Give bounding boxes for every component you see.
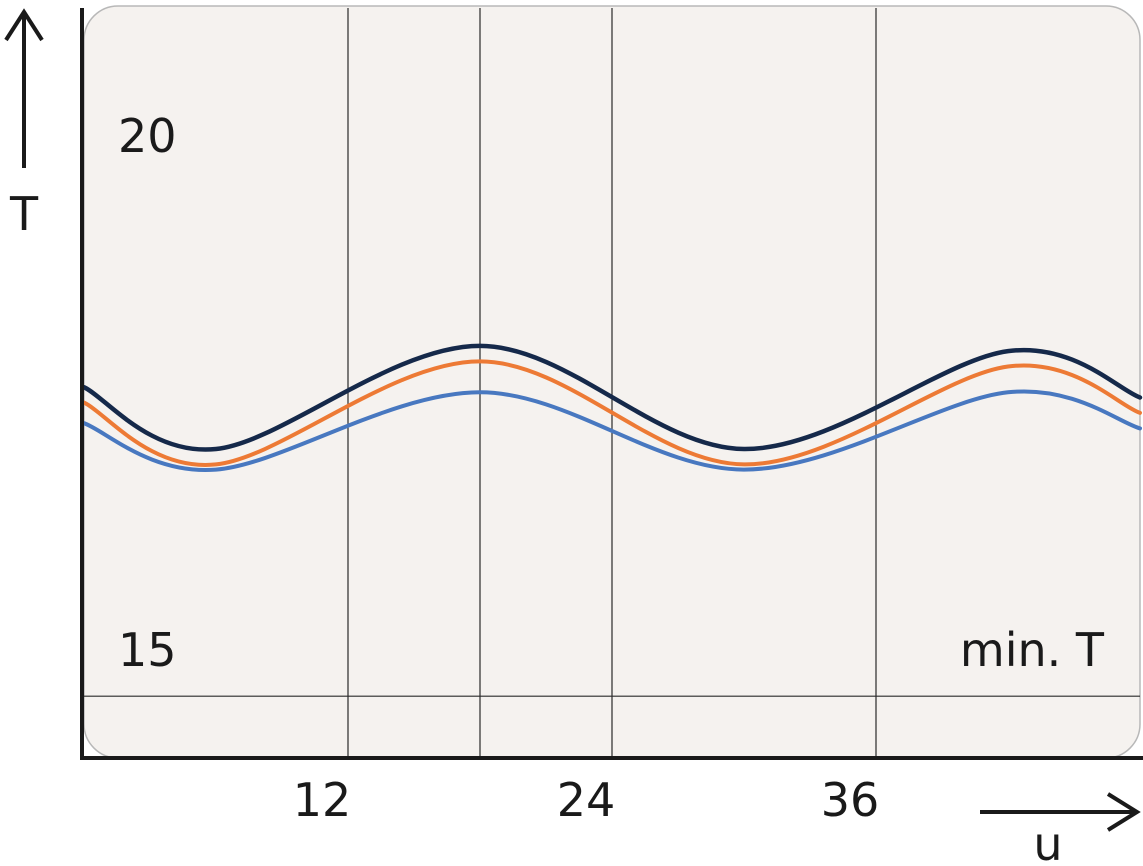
x-tick-label-12: 12 xyxy=(293,773,352,827)
y-arrow-icon xyxy=(4,8,44,168)
grid-lines xyxy=(84,8,1140,758)
x-tick-label-36: 36 xyxy=(821,773,880,827)
y-tick-label-20: 20 xyxy=(118,109,177,163)
x-axis-label: u xyxy=(1033,817,1062,866)
series-lines xyxy=(81,343,1143,472)
series-line-3 xyxy=(82,389,1142,472)
x-arrow-icon xyxy=(980,792,1141,832)
x-tick-label-24: 24 xyxy=(557,773,616,827)
series-line-2 xyxy=(82,359,1142,467)
y-tick-label-15: 15 xyxy=(118,623,177,677)
min-t-label: min. T xyxy=(960,623,1105,677)
y-axis-label: T xyxy=(9,187,39,241)
x-tick-labels: 12 24 36 xyxy=(293,773,880,827)
series-line-1 xyxy=(81,343,1143,452)
